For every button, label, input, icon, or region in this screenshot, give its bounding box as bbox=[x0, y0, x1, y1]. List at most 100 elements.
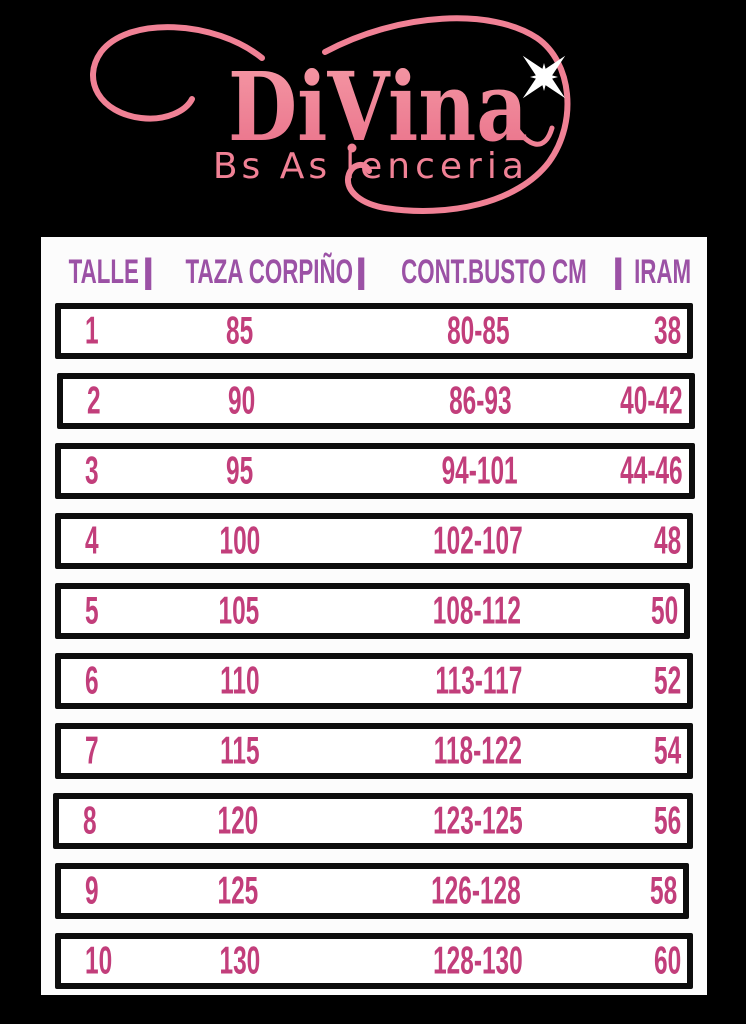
taza-value: 130 bbox=[219, 938, 260, 982]
table-row: 3 95 94-101 44-46 bbox=[55, 443, 695, 499]
brand-logo-graphic: DiVina Bs As lenceria bbox=[90, 15, 571, 214]
iram-value: 40-42 bbox=[620, 378, 683, 422]
busto-cell: 123-125 bbox=[323, 798, 587, 842]
brand-location: Bs As bbox=[213, 146, 331, 187]
busto-cell: 94-101 bbox=[325, 448, 589, 492]
loop-flourish-icon bbox=[507, 115, 555, 147]
iram-cell: 50 bbox=[584, 588, 684, 632]
table-row: 5 105 108-112 50 bbox=[55, 583, 690, 639]
table-row: 9 125 126-128 58 bbox=[55, 863, 689, 919]
talle-cell: 2 bbox=[63, 379, 157, 422]
talle-value: 1 bbox=[85, 308, 99, 352]
talle-value: 3 bbox=[85, 448, 99, 492]
iram-cell: 52 bbox=[587, 658, 687, 702]
iram-value: 48 bbox=[653, 518, 681, 562]
flourish-dot-icon bbox=[347, 143, 357, 153]
taza-value: 105 bbox=[218, 588, 259, 632]
brand-logo: DiVina Bs As lenceria bbox=[0, 0, 746, 237]
taza-cell: 105 bbox=[154, 588, 322, 632]
busto-value: 128-130 bbox=[433, 938, 524, 982]
busto-cell: 86-93 bbox=[326, 378, 589, 422]
busto-cell: 102-107 bbox=[324, 519, 587, 562]
talle-cell: 4 bbox=[61, 518, 155, 562]
table-row: 2 90 86-93 40-42 bbox=[57, 373, 695, 429]
busto-value: 80-85 bbox=[447, 308, 510, 352]
table-row: 6 110 113-117 52 bbox=[55, 653, 693, 709]
right-flourish-icon bbox=[322, 15, 571, 214]
iram-cell: 44-46 bbox=[588, 448, 689, 492]
header-separator: | bbox=[611, 252, 626, 291]
taza-cell: 90 bbox=[157, 379, 326, 422]
busto-cell: 108-112 bbox=[323, 588, 585, 632]
taza-value: 85 bbox=[225, 308, 253, 352]
busto-value: 108-112 bbox=[432, 588, 521, 632]
table-header: TALLE | TAZA CORPIÑO | CONT.BUSTO CM | I… bbox=[55, 247, 693, 297]
taza-cell: 125 bbox=[154, 868, 322, 912]
taza-cell: 130 bbox=[155, 938, 324, 982]
talle-cell: 6 bbox=[61, 658, 155, 702]
table-row: 10 130 128-130 60 bbox=[55, 933, 693, 989]
talle-cell: 10 bbox=[61, 938, 155, 982]
header-taza-corpino: TAZA CORPIÑO bbox=[153, 252, 357, 291]
talle-value: 6 bbox=[85, 658, 99, 702]
header-separator: | bbox=[354, 252, 368, 291]
table-row: 7 115 118-122 54 bbox=[55, 723, 693, 779]
taza-value: 120 bbox=[217, 798, 259, 842]
iram-cell: 40-42 bbox=[588, 378, 689, 422]
busto-value: 113-117 bbox=[434, 658, 522, 702]
busto-cell: 113-117 bbox=[324, 658, 587, 702]
left-flourish-icon bbox=[90, 24, 265, 122]
taza-cell: 110 bbox=[155, 658, 324, 702]
header-talle-label: TALLE bbox=[68, 252, 139, 291]
busto-cell: 80-85 bbox=[324, 308, 587, 352]
iram-value: 50 bbox=[650, 588, 678, 632]
iram-cell: 60 bbox=[587, 938, 687, 982]
taza-cell: 115 bbox=[155, 728, 324, 772]
taza-value: 125 bbox=[217, 868, 259, 912]
talle-cell: 8 bbox=[59, 798, 153, 842]
header-separator: | bbox=[141, 252, 156, 291]
brand-category: lenceria bbox=[345, 146, 529, 187]
iram-value: 38 bbox=[653, 308, 681, 352]
iram-value: 44-46 bbox=[620, 448, 683, 492]
header-cont-busto: CONT.BUSTO CM bbox=[365, 252, 614, 291]
iram-value: 54 bbox=[653, 728, 681, 772]
header-talle: TALLE bbox=[55, 252, 144, 291]
header-taza-corpino-label: TAZA CORPIÑO bbox=[185, 252, 353, 291]
header-iram-label: IRAM bbox=[633, 252, 691, 291]
busto-value: 86-93 bbox=[448, 378, 512, 422]
iram-value: 60 bbox=[653, 938, 681, 982]
taza-value: 115 bbox=[219, 728, 260, 772]
talle-value: 7 bbox=[85, 728, 99, 772]
taza-value: 95 bbox=[226, 448, 254, 492]
iram-value: 52 bbox=[653, 658, 681, 702]
header-cont-busto-label: CONT.BUSTO CM bbox=[401, 252, 587, 291]
table-row: 1 85 80-85 38 bbox=[55, 303, 693, 359]
talle-cell: 3 bbox=[61, 448, 155, 492]
taza-cell: 85 bbox=[155, 308, 324, 352]
talle-value: 4 bbox=[85, 518, 99, 562]
busto-value: 94-101 bbox=[441, 448, 518, 492]
talle-cell: 5 bbox=[61, 589, 154, 632]
iram-value: 56 bbox=[653, 798, 681, 842]
taza-value: 110 bbox=[219, 658, 260, 702]
table-row: 4 100 102-107 48 bbox=[55, 513, 693, 569]
talle-value: 8 bbox=[83, 798, 97, 842]
busto-cell: 118-122 bbox=[324, 728, 587, 772]
taza-cell: 100 bbox=[155, 518, 324, 562]
iram-cell: 48 bbox=[587, 518, 687, 562]
taza-value: 100 bbox=[219, 518, 260, 562]
talle-cell: 9 bbox=[61, 869, 154, 912]
talle-value: 10 bbox=[85, 938, 113, 982]
iram-value: 58 bbox=[649, 868, 677, 912]
table-body: 1 85 80-85 38 2 90 86-93 40-42 3 95 94-1… bbox=[53, 303, 695, 989]
busto-value: 123-125 bbox=[432, 798, 523, 842]
taza-cell: 95 bbox=[155, 448, 325, 492]
size-chart-panel: TALLE | TAZA CORPIÑO | CONT.BUSTO CM | I… bbox=[41, 237, 707, 995]
iram-cell: 54 bbox=[587, 728, 687, 772]
sparkle-icon bbox=[522, 55, 566, 99]
busto-value: 126-128 bbox=[431, 868, 521, 912]
busto-value: 118-122 bbox=[434, 728, 523, 772]
header-iram: IRAM bbox=[623, 252, 702, 291]
